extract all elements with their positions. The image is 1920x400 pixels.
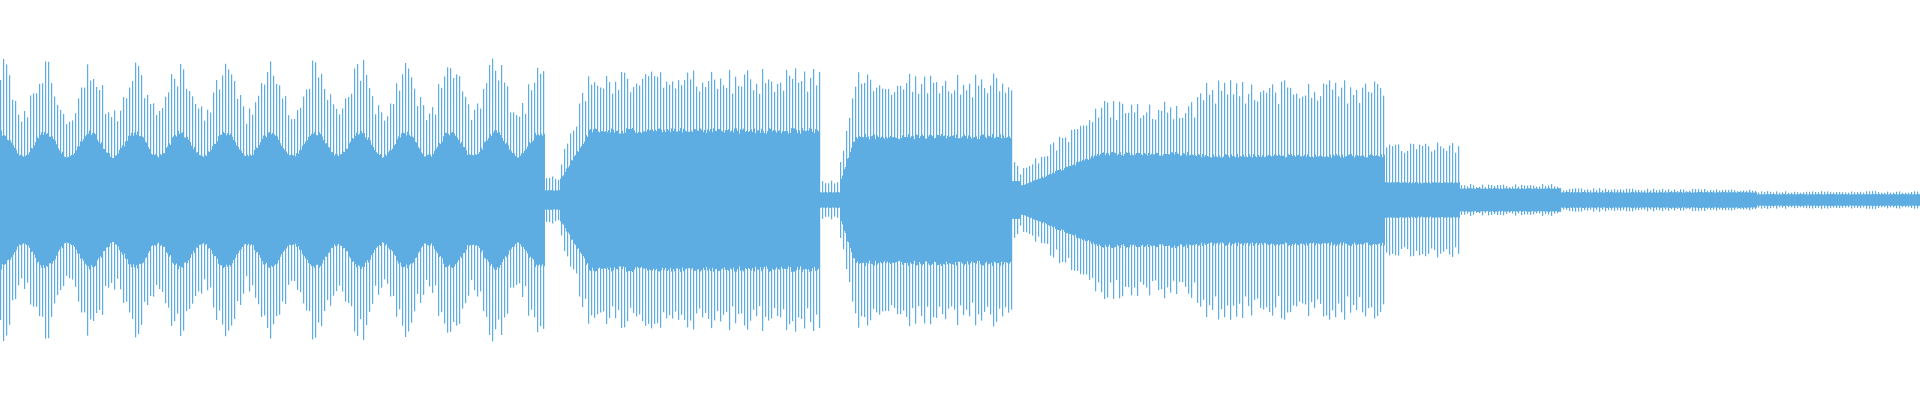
waveform-samples — [1665, 189, 1757, 211]
waveform-segment — [1560, 188, 1665, 212]
waveform-segment — [1020, 100, 1196, 300]
waveform-samples — [1385, 142, 1460, 258]
waveform-segment — [1385, 142, 1460, 258]
waveform-samples — [0, 58, 545, 342]
waveform-samples — [545, 176, 560, 224]
waveform-samples — [1195, 80, 1385, 320]
waveform-segment — [1012, 162, 1020, 238]
waveform-samples — [560, 68, 821, 332]
waveform-segment — [1460, 184, 1560, 216]
waveform-samples — [840, 72, 1013, 328]
waveform-samples — [1020, 100, 1196, 300]
waveform-segment — [820, 180, 840, 220]
waveform-samples — [820, 180, 840, 220]
waveform-segment — [560, 68, 821, 332]
waveform-segment — [1665, 189, 1757, 211]
waveform-samples — [1460, 184, 1560, 216]
waveform-samples — [1560, 188, 1665, 212]
waveform-segment — [840, 72, 1013, 328]
waveform-segment — [1757, 191, 1920, 209]
waveform-samples — [1757, 191, 1920, 209]
waveform-segment — [1195, 80, 1385, 320]
waveform-segment — [0, 58, 545, 342]
waveform-samples — [1012, 162, 1020, 238]
waveform-segment — [545, 176, 560, 224]
